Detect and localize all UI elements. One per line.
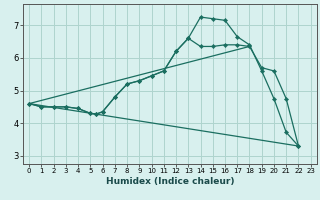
X-axis label: Humidex (Indice chaleur): Humidex (Indice chaleur) — [106, 177, 234, 186]
